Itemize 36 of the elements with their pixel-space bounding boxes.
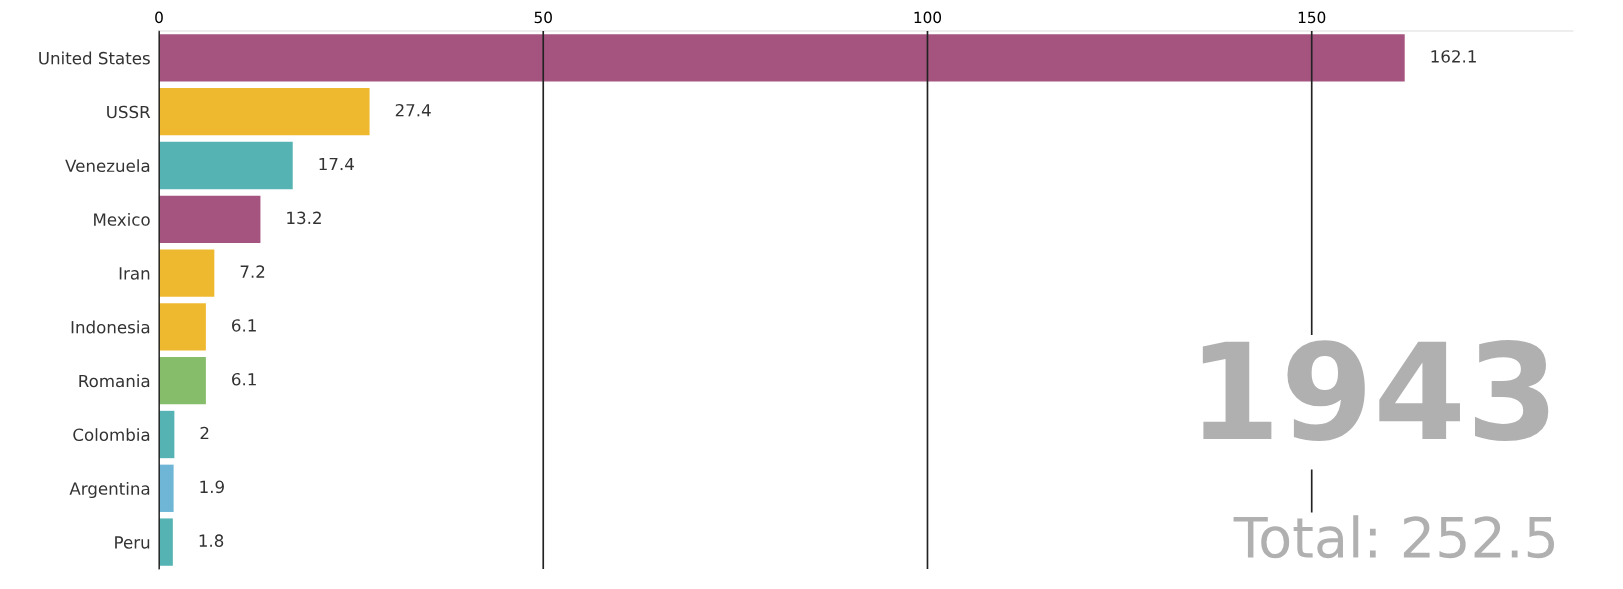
- y-tick-label: Venezuela: [65, 159, 150, 173]
- data-label: 2: [200, 426, 209, 440]
- bar: [159, 518, 173, 566]
- data-label: 7.2: [240, 265, 265, 278]
- x-tick-label: 100: [914, 11, 942, 24]
- y-tick-label: Iran: [119, 267, 150, 280]
- annotation: 1943: [1202, 340, 1549, 441]
- y-tick-label: Indonesia: [71, 320, 150, 334]
- data-label: 162.1: [1431, 50, 1476, 63]
- y-tick-label: Mexico: [94, 212, 150, 226]
- y-tick-label: Argentina: [69, 481, 150, 499]
- bar: [159, 464, 174, 512]
- x-tick-label: 50: [534, 11, 552, 24]
- y-tick-label: United States: [39, 51, 150, 65]
- y-tick-label: USSR: [107, 105, 151, 119]
- data-label: 1.8: [199, 534, 224, 547]
- data-label: 27.4: [395, 103, 431, 117]
- bar: [159, 249, 215, 297]
- bar: [159, 195, 261, 243]
- y-tick-label: Romania: [79, 374, 150, 388]
- x-tick-label: 0: [155, 11, 163, 24]
- bar: [159, 357, 206, 405]
- bar: [159, 88, 370, 136]
- data-label: 17.4: [319, 157, 354, 171]
- bar: [159, 141, 293, 190]
- data-label: 6.1: [232, 319, 256, 332]
- bar: [159, 34, 1405, 82]
- y-tick-label: Colombia: [73, 428, 150, 442]
- data-label: 1.9: [200, 480, 224, 494]
- data-label: 6.1: [232, 372, 256, 386]
- bar: [159, 410, 175, 459]
- annotation: Total: 252.5: [1233, 515, 1555, 559]
- bar: [159, 303, 206, 351]
- data-label: 13.2: [287, 211, 321, 225]
- x-tick-label: 150: [1298, 11, 1326, 24]
- y-tick-label: Peru: [115, 536, 150, 549]
